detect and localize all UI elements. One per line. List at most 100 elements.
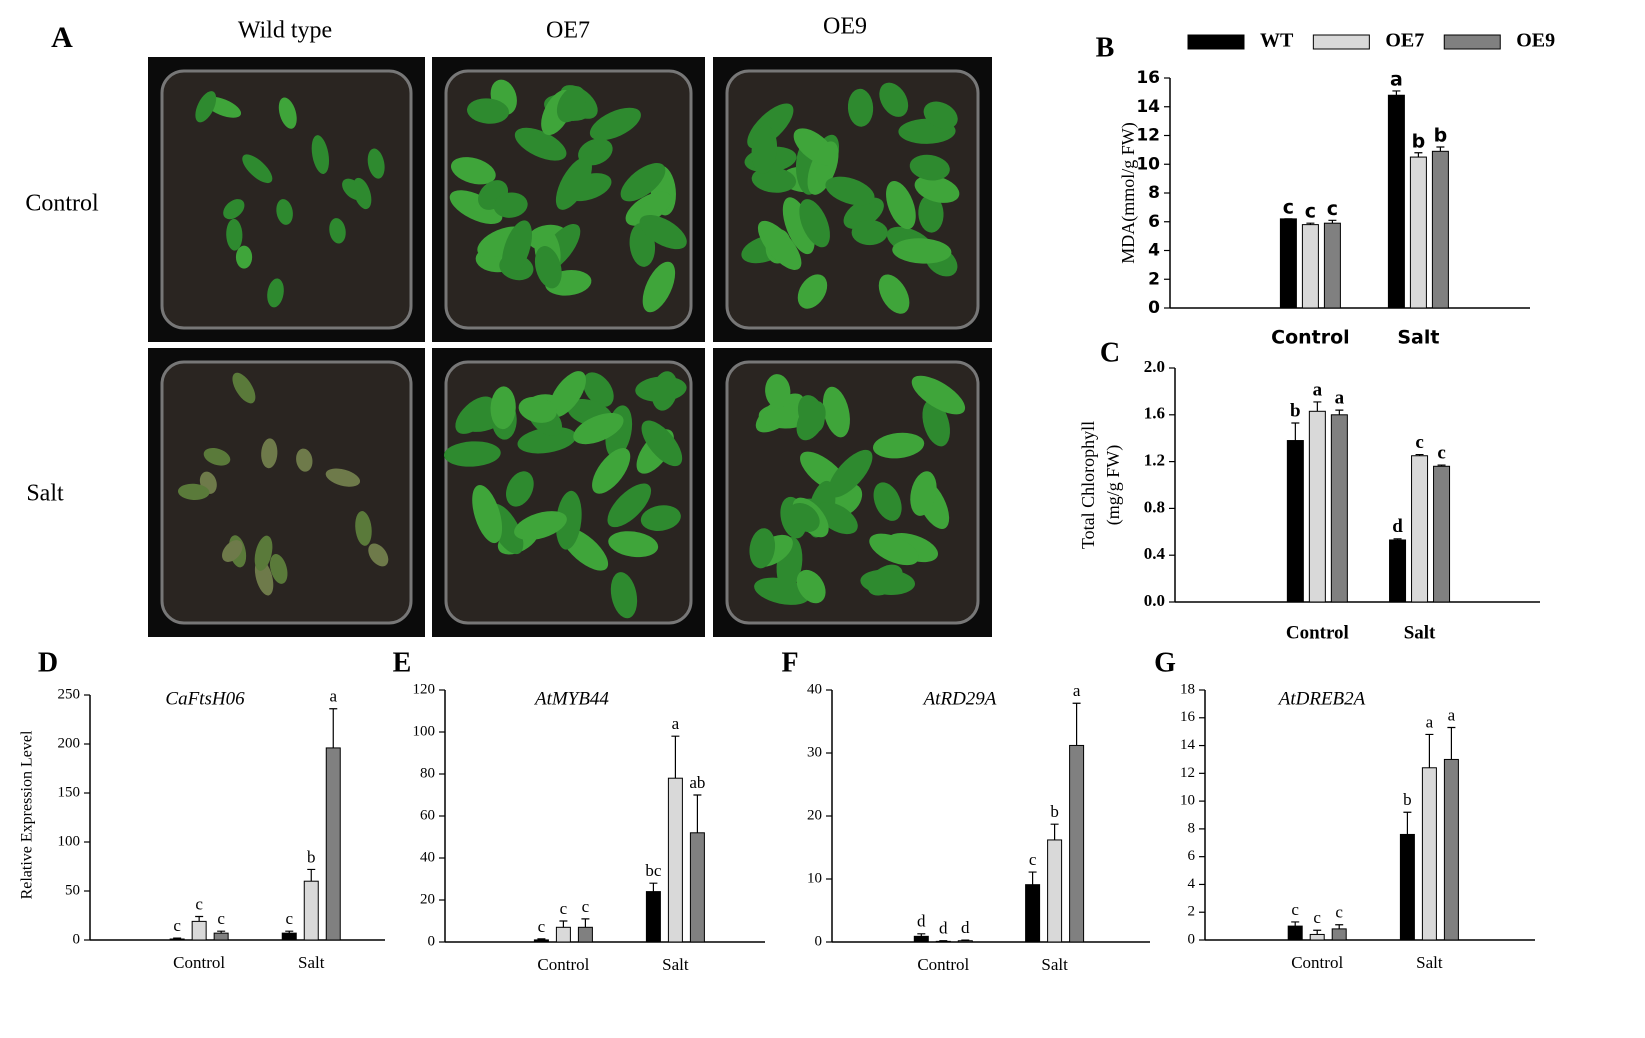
y-tick-label: 0 xyxy=(428,933,436,949)
y-tick-label: 0.4 xyxy=(1144,544,1166,563)
significance-label: c xyxy=(1335,903,1343,922)
leaf xyxy=(518,396,557,423)
x-tick-label: Control xyxy=(1291,953,1343,972)
leaf xyxy=(556,86,586,123)
error-bar xyxy=(1335,924,1344,929)
bar xyxy=(1287,925,1303,941)
leaf xyxy=(267,278,284,308)
legend-swatch xyxy=(1443,34,1501,50)
x-tick-label: Salt xyxy=(1397,327,1439,349)
y-tick-label: 8 xyxy=(1148,183,1160,203)
y-tick-label: 250 xyxy=(58,686,81,702)
leaf xyxy=(455,396,495,434)
y-tick-label: 0.0 xyxy=(1144,591,1165,610)
error-bar xyxy=(329,708,338,748)
significance-label: c xyxy=(1415,432,1423,453)
leaf xyxy=(514,127,567,161)
error-bar xyxy=(917,933,926,937)
significance-label: b xyxy=(1434,125,1448,147)
leaf xyxy=(506,471,534,507)
bar xyxy=(667,777,683,943)
significance-label: a xyxy=(1073,681,1081,700)
leaf xyxy=(278,97,297,129)
significance-label: b xyxy=(1050,802,1059,821)
photo xyxy=(713,57,992,342)
y-tick-label: 14 xyxy=(1136,97,1160,117)
y-tick-label: 4 xyxy=(1148,241,1160,261)
bar xyxy=(913,935,929,943)
chart-title: AtDREB2A xyxy=(1277,688,1366,709)
panel-label: B xyxy=(1096,32,1115,63)
y-tick-label: 2.0 xyxy=(1144,357,1165,376)
y-tick-label: 10 xyxy=(1136,154,1160,174)
leaf xyxy=(222,540,243,562)
panel-label: E xyxy=(393,647,412,678)
bar xyxy=(1409,156,1427,309)
bar xyxy=(303,880,319,941)
significance-label: a xyxy=(329,687,337,706)
y-tick-label: 0 xyxy=(815,933,823,949)
x-tick-label: Control xyxy=(173,953,225,972)
leaf xyxy=(235,245,253,269)
bar xyxy=(1279,218,1297,309)
leaf xyxy=(254,535,273,571)
photo xyxy=(432,57,705,342)
error-bar xyxy=(285,930,294,934)
leaf xyxy=(242,154,273,184)
significance-label: d xyxy=(1392,516,1403,537)
significance-label: c xyxy=(560,899,568,918)
significance-label: b xyxy=(1412,130,1426,152)
y-tick-label: 0.8 xyxy=(1144,497,1165,516)
error-bar xyxy=(1403,811,1412,835)
leaf xyxy=(582,372,614,407)
leaf xyxy=(490,386,516,430)
error-bar xyxy=(1028,871,1037,885)
leaf xyxy=(642,261,676,313)
bar xyxy=(1286,440,1304,603)
x-tick-label: Salt xyxy=(1416,953,1443,972)
bar xyxy=(555,926,571,943)
y-tick-label: 40 xyxy=(420,849,435,865)
error-bar xyxy=(1291,921,1300,927)
bar xyxy=(1443,758,1459,941)
legend-swatch xyxy=(1312,34,1370,50)
y-tick-label: 12 xyxy=(1180,765,1195,781)
y-tick-label: 30 xyxy=(807,744,822,760)
bar xyxy=(1411,455,1429,603)
error-bar xyxy=(649,882,658,892)
photo xyxy=(148,57,425,342)
leaf xyxy=(749,528,776,569)
leaf xyxy=(799,199,830,248)
leaf xyxy=(797,274,828,309)
leaf xyxy=(625,191,672,226)
leaf xyxy=(754,577,810,605)
bar xyxy=(1069,744,1085,943)
y-axis-label: (mg/g FW) xyxy=(1103,445,1124,526)
x-tick-label: Salt xyxy=(662,955,689,974)
y-tick-label: 150 xyxy=(58,784,81,800)
y-tick-label: 10 xyxy=(1180,793,1195,809)
photo xyxy=(713,348,992,637)
y-tick-label: 6 xyxy=(1148,212,1160,232)
bar xyxy=(533,939,549,943)
bar xyxy=(169,938,185,941)
y-tick-label: 120 xyxy=(413,681,436,697)
chart-title: AtRD29A xyxy=(922,688,997,709)
leaf xyxy=(450,157,496,185)
y-tick-label: 80 xyxy=(420,765,435,781)
significance-label: c xyxy=(1327,198,1338,220)
error-bar xyxy=(217,930,226,934)
y-tick-label: 1.6 xyxy=(1144,404,1165,423)
row-label: Salt xyxy=(26,481,64,507)
y-tick-label: 0 xyxy=(1148,298,1160,318)
error-bar xyxy=(939,940,948,942)
leaf xyxy=(226,218,243,251)
y-tick-label: 2 xyxy=(1148,269,1160,289)
legend-label: WT xyxy=(1260,30,1294,52)
bar xyxy=(1389,539,1407,603)
y-axis-label: Total Chlorophyll xyxy=(1078,421,1098,549)
significance-label: b xyxy=(1403,790,1412,809)
leaf xyxy=(923,101,958,130)
